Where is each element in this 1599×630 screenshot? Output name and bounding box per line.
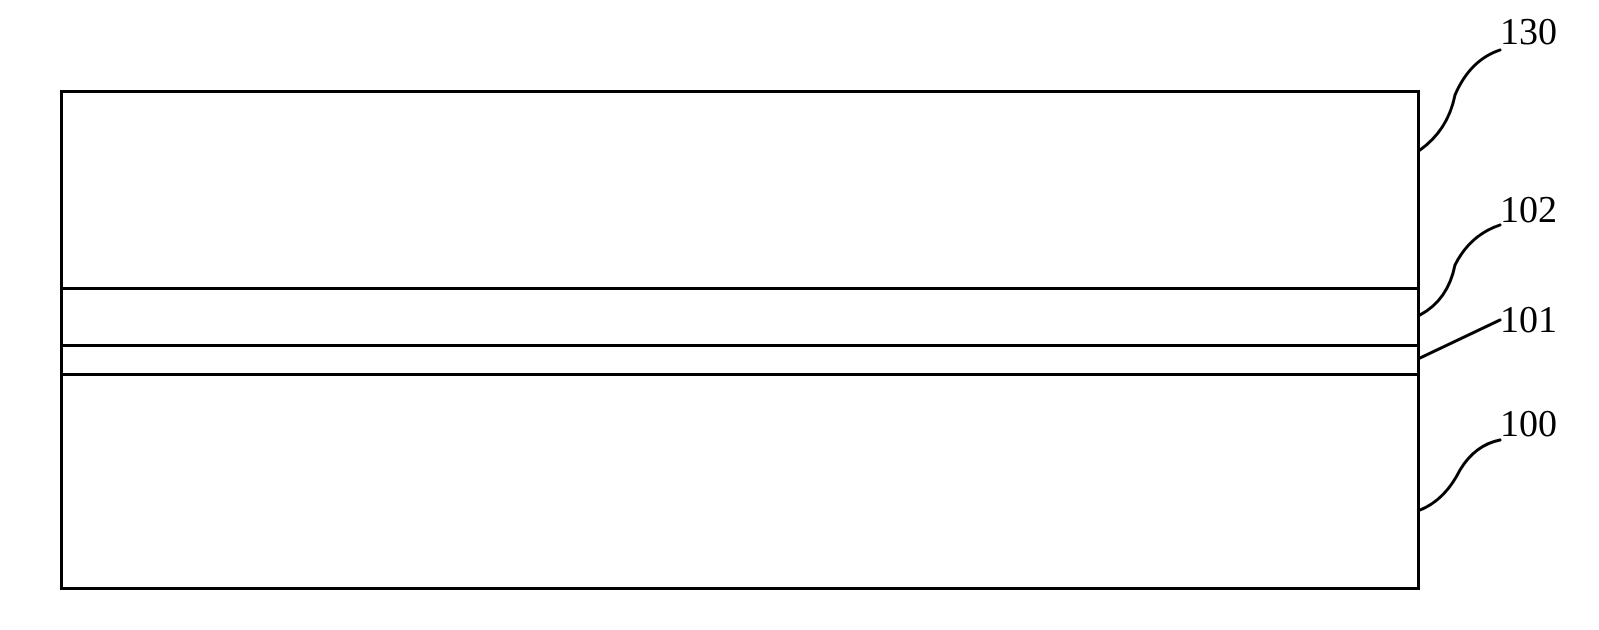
label-101: 101 — [1500, 298, 1557, 342]
label-130: 130 — [1500, 10, 1557, 54]
layer-101 — [60, 344, 1420, 376]
label-100: 100 — [1500, 402, 1557, 446]
cross-section-diagram — [60, 90, 1420, 590]
layer-102 — [60, 287, 1420, 347]
layer-130 — [60, 90, 1420, 290]
layer-100 — [60, 373, 1420, 590]
label-102: 102 — [1500, 188, 1557, 232]
